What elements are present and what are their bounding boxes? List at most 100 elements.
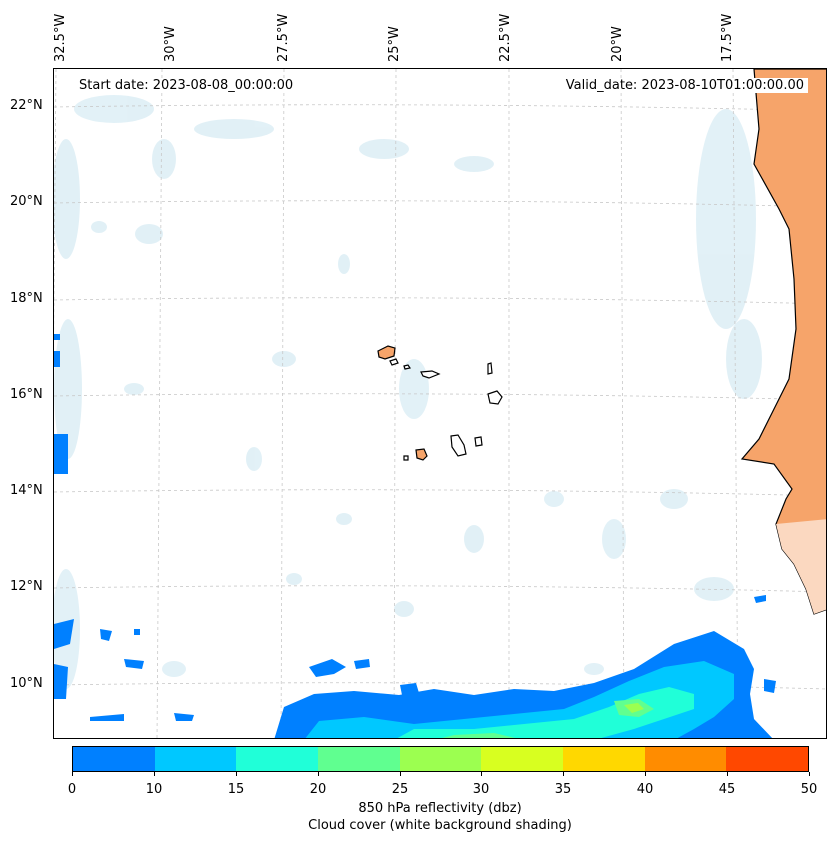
colorbar-segment-1 [154, 747, 237, 771]
lat-label-16n: 16°N [10, 387, 43, 402]
colorbar-tick-label: 0 [67, 782, 77, 797]
cape-verde-islands [377, 345, 503, 461]
map-canvas [54, 69, 826, 738]
island-sao-vicente [389, 358, 399, 366]
parallel-line [54, 489, 826, 497]
reflectivity-cell [54, 351, 60, 367]
island-fogo [415, 448, 428, 461]
lon-label-30w: 30°W [163, 26, 178, 62]
parallel-line [54, 393, 826, 401]
meridian-line [620, 69, 625, 738]
colorbar-segment-6 [563, 747, 645, 771]
colorbar-segment-8 [726, 747, 809, 771]
cloud-patch [584, 663, 604, 675]
lat-label-20n: 20°N [10, 194, 43, 209]
cloud-patch [135, 224, 163, 244]
cloud-patch [74, 95, 154, 123]
parallel-line [54, 585, 826, 593]
colorbar-tick-label: 10 [145, 782, 163, 797]
colorbar-segment-2 [236, 747, 319, 771]
lat-label-12n: 12°N [10, 579, 43, 594]
cloud-patch [602, 519, 626, 559]
cloud-patch [696, 109, 756, 329]
colorbar-tick-label: 50 [800, 782, 818, 797]
cloud-patch [194, 119, 274, 139]
parallel-line [54, 682, 826, 690]
graticule [54, 69, 826, 738]
reflectivity-cell [54, 434, 68, 474]
reflectivity-cell [90, 714, 124, 721]
meridian-line [732, 69, 739, 738]
island-brava [403, 455, 409, 461]
colorbar-tick-label: 20 [309, 782, 327, 797]
lon-label-17-5w: 17.5°W [720, 13, 735, 62]
colorbar-tickmark [400, 772, 401, 776]
colorbar-tickmark [563, 772, 564, 776]
reflectivity-cell [54, 334, 60, 340]
island-sal [487, 362, 493, 375]
valid-date-label: Valid_date: 2023-08-10T01:00:00.00 [561, 78, 808, 93]
cloud-patch [359, 139, 409, 159]
parallel-line [54, 104, 826, 112]
colorbar-tickmark [154, 772, 155, 776]
colorbar-tick-label: 40 [636, 782, 654, 797]
colorbar-segment-3 [318, 747, 400, 771]
cloud-cover-layer [54, 95, 762, 689]
parallel-line [54, 297, 826, 305]
cloud-patch [54, 139, 80, 259]
cloud-patch [91, 221, 107, 233]
colorbar [72, 746, 809, 772]
colorbar-tickmark [72, 772, 73, 776]
lon-label-22-5w: 22.5°W [498, 13, 513, 62]
reflectivity-cell [134, 629, 140, 635]
reflectivity-west [54, 334, 194, 721]
lat-label-14n: 14°N [10, 483, 43, 498]
start-date-label: Start date: 2023-08-08_00:00:00 [75, 78, 298, 93]
cloud-patch [152, 139, 176, 179]
cloud-patch [399, 359, 429, 419]
cloud-patch [286, 573, 302, 585]
colorbar-tickmark [645, 772, 646, 776]
reflectivity-cell [754, 595, 766, 603]
reflectivity-cell [174, 713, 194, 721]
lon-label-20w: 20°W [610, 26, 625, 62]
reflectivity-band-25 [624, 703, 644, 713]
reflectivity-cell [354, 659, 370, 669]
reflectivity-band-15 [397, 687, 694, 738]
cloud-patch [124, 383, 144, 395]
island-santiago [450, 434, 467, 457]
cloud-patch [338, 254, 350, 274]
colorbar-segment-4 [399, 747, 482, 771]
lon-label-32-5w: 32.5°W [53, 13, 68, 62]
colorbar-tickmark [481, 772, 482, 776]
meridian-line [393, 69, 397, 738]
colorbar-tickmark [236, 772, 237, 776]
island-maio [474, 436, 483, 447]
cloud-patch [454, 156, 494, 172]
reflectivity-cell [54, 664, 68, 699]
colorbar-tick-label: 45 [718, 782, 736, 797]
reflectivity-cell [124, 659, 144, 669]
lat-label-18n: 18°N [10, 291, 43, 306]
cloud-patch [726, 319, 762, 399]
colorbar-sublabel: Cloud cover (white background shading) [308, 818, 572, 833]
cloud-patch [162, 661, 186, 677]
island-santo-antao [377, 345, 396, 360]
meridian-line [156, 69, 163, 738]
colorbar-segment-5 [481, 747, 564, 771]
cloud-patch [660, 489, 688, 509]
reflectivity-cell [100, 629, 112, 641]
map-panel: Start date: 2023-08-08_00:00:00 Valid_da… [53, 68, 827, 739]
cloud-patch [464, 525, 484, 553]
colorbar-tick-label: 25 [391, 782, 409, 797]
colorbar-tickmark [318, 772, 319, 776]
lon-label-25w: 25°W [387, 26, 402, 62]
reflectivity-cell [400, 683, 419, 695]
meridian-line [280, 69, 285, 738]
cloud-patch [694, 577, 734, 601]
island-santa-luzia [403, 364, 411, 370]
cloud-patch [336, 513, 352, 525]
reflectivity-cell [309, 659, 346, 677]
colorbar-tick-label: 35 [554, 782, 572, 797]
lon-label-27-5w: 27.5°W [276, 13, 291, 62]
